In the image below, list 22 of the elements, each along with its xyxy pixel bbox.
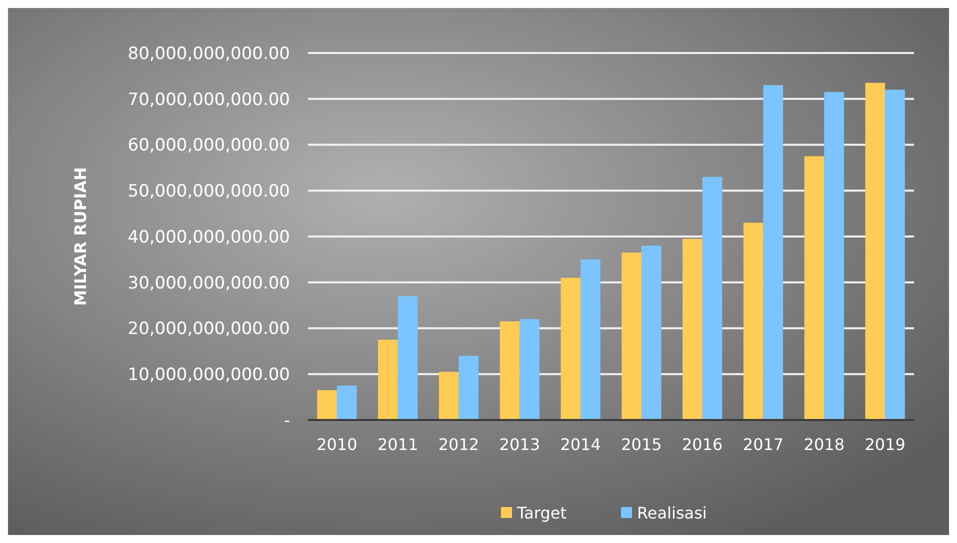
y-axis-title: MILYAR RUPIAH (71, 167, 90, 306)
x-tick-label: 2013 (499, 435, 540, 454)
y-tick-label: 30,000,000,000.00 (128, 273, 290, 294)
legend-label: Target (516, 504, 566, 523)
x-tick-label: 2016 (682, 435, 723, 454)
x-tick-label: 2015 (621, 435, 662, 454)
y-tick-label: - (284, 410, 290, 431)
x-tick-label: 2012 (438, 435, 480, 454)
x-tick-label: 2010 (316, 435, 358, 454)
x-tick-label: 2018 (804, 435, 845, 454)
x-tick-label: 2011 (377, 435, 418, 454)
y-tick-label: 40,000,000,000.00 (128, 227, 290, 248)
y-tick-label: 80,000,000,000.00 (128, 44, 290, 64)
y-tick-label: 20,000,000,000.00 (128, 319, 290, 340)
y-tick-label: 50,000,000,000.00 (128, 182, 290, 202)
y-tick-label: 60,000,000,000.00 (128, 136, 290, 156)
legend-label: Realisasi (637, 504, 707, 523)
y-tick-label: 10,000,000,000.00 (128, 365, 290, 386)
x-tick-label: 2017 (742, 435, 784, 454)
y-tick-label: 70,000,000,000.00 (128, 90, 290, 110)
x-tick-label: 2014 (560, 435, 601, 454)
x-tick-label: 2019 (864, 435, 906, 454)
